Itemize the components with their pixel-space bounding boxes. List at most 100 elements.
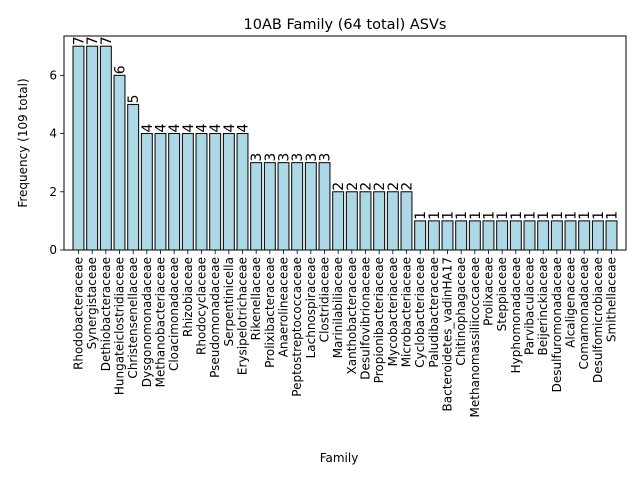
bar-value-label: 2 (400, 182, 416, 191)
bar-39 (605, 220, 618, 251)
bar-value-label: 1 (468, 211, 484, 220)
bar-value-label: 1 (605, 211, 621, 220)
bar-16 (291, 162, 304, 251)
y-tick-label: 6 (49, 68, 57, 82)
bar-value-label: 7 (72, 36, 88, 45)
bar-34 (537, 220, 550, 251)
bar-value-label: 3 (277, 153, 293, 162)
x-tick-label: Hyphomonadaceae (509, 257, 523, 373)
x-tick-label: Cloacimonadaceae (167, 257, 181, 371)
bar-36 (564, 220, 577, 251)
bar-value-label: 3 (249, 153, 265, 162)
bar-value-label: 1 (577, 211, 593, 220)
bar-value-label: 3 (263, 153, 279, 162)
bar-value-label: 5 (126, 94, 142, 103)
bar-value-label: 2 (331, 182, 347, 191)
bars-group (72, 45, 618, 251)
y-axis-label: Frequency (109 total) (16, 78, 30, 207)
bar-value-label: 3 (318, 153, 334, 162)
bar-19 (332, 191, 345, 251)
x-tick-label: Erysipelotrichaceae (236, 257, 250, 375)
x-tick-label: Desulfovibrionaceae (359, 257, 373, 380)
x-tick-label: Comamonadaceae (577, 257, 591, 369)
y-tick-label: 4 (49, 127, 57, 141)
bar-value-label: 4 (167, 124, 183, 133)
bar-value-label: 1 (523, 211, 539, 220)
bar-20 (345, 191, 358, 251)
x-tick-label: Cyclobacteriaceae (413, 257, 427, 368)
x-tick-label: Anaerolineaceae (277, 257, 291, 357)
bar-15 (277, 162, 290, 251)
y-tick-label: 2 (49, 185, 57, 199)
bar-25 (414, 220, 427, 251)
bar-35 (550, 220, 563, 251)
x-tick-label: Chitinophagaceae (454, 257, 468, 366)
bar-22 (373, 191, 386, 251)
bar-value-label: 2 (386, 182, 402, 191)
x-tick-label: Hungateiclostridiaceae (113, 257, 127, 395)
x-tick-label: Prolixibacteraceae (263, 257, 277, 368)
bar-value-label: 1 (536, 211, 552, 220)
bar-24 (400, 191, 413, 251)
y-tick-label: 0 (49, 243, 57, 257)
x-axis-label: Family (320, 451, 359, 465)
x-tick-label: Desulfuromonadaceae (550, 257, 564, 392)
bar-9 (195, 133, 208, 251)
x-tick-label: Mycobacteriaceae (386, 257, 400, 366)
x-tick-label: Rhodobacteraceae (72, 257, 86, 370)
x-tick-label: Clostridiaceae (318, 257, 332, 342)
bar-4 (127, 103, 140, 251)
bar-value-label: 4 (222, 124, 238, 133)
x-tick-label: Beijerinckiaceae (536, 257, 550, 356)
x-tick-label: Bacteroidetes_vadinHA17 (441, 257, 455, 411)
bar-value-label: 1 (550, 211, 566, 220)
bar-12 (236, 133, 249, 251)
plot-frame (63, 35, 627, 251)
bar-18 (318, 162, 331, 251)
bar-value-label: 4 (154, 124, 170, 133)
x-tick-label: Alcaligenaceae (564, 257, 578, 348)
y-axis: 0 2 4 6 (49, 68, 64, 257)
x-tick-label: Xanthobacteraceae (345, 257, 359, 375)
x-axis: Rhodobacteraceae Synergistaceae Dethiobact… (72, 250, 619, 417)
bar-0 (72, 45, 85, 251)
bar-value-label: 2 (372, 182, 388, 191)
bar-23 (386, 191, 399, 251)
bar-value-label: 1 (427, 211, 443, 220)
bar-30 (482, 220, 495, 251)
bar-value-label: 3 (290, 153, 306, 162)
bar-value-label: 6 (113, 65, 129, 74)
x-tick-label: Steppiaceae (495, 257, 509, 331)
x-tick-label: Propionibacteriaceae (372, 257, 386, 383)
bar-3 (113, 74, 126, 251)
bar-2 (99, 45, 112, 251)
bar-17 (304, 162, 317, 251)
bar-5 (140, 133, 153, 251)
bar-37 (578, 220, 591, 251)
bar-value-label: 1 (441, 211, 457, 220)
chart-title: 10AB Family (64 total) ASVs (244, 17, 447, 33)
bar-value-label: 1 (482, 211, 498, 220)
bar-value-label: 1 (413, 211, 429, 220)
x-tick-label: Smithellaceae (605, 257, 619, 342)
bar-8 (181, 133, 194, 251)
bar-31 (496, 220, 509, 251)
x-tick-label: Rhodocyclaceae (195, 257, 209, 355)
bar-value-label: 4 (208, 124, 224, 133)
bar-13 (250, 162, 263, 251)
x-tick-label: Parvibaculaceae (523, 257, 537, 355)
bar-value-label: 4 (140, 124, 156, 133)
bar-value-label: 2 (345, 182, 361, 191)
bar-value-label: 2 (359, 182, 375, 191)
x-tick-label: Microbacteriaceae (400, 257, 414, 367)
bar-value-label: 4 (236, 124, 252, 133)
bar-33 (523, 220, 536, 251)
bar-1 (86, 45, 99, 251)
x-tick-label: Methanobacteriaceae (154, 257, 168, 387)
x-tick-label: Christensenellaceae (126, 257, 140, 379)
bar-value-label: 7 (85, 36, 101, 45)
x-tick-label: Desulfomicrobiaceae (591, 257, 605, 383)
bar-value-label: 4 (181, 124, 197, 133)
